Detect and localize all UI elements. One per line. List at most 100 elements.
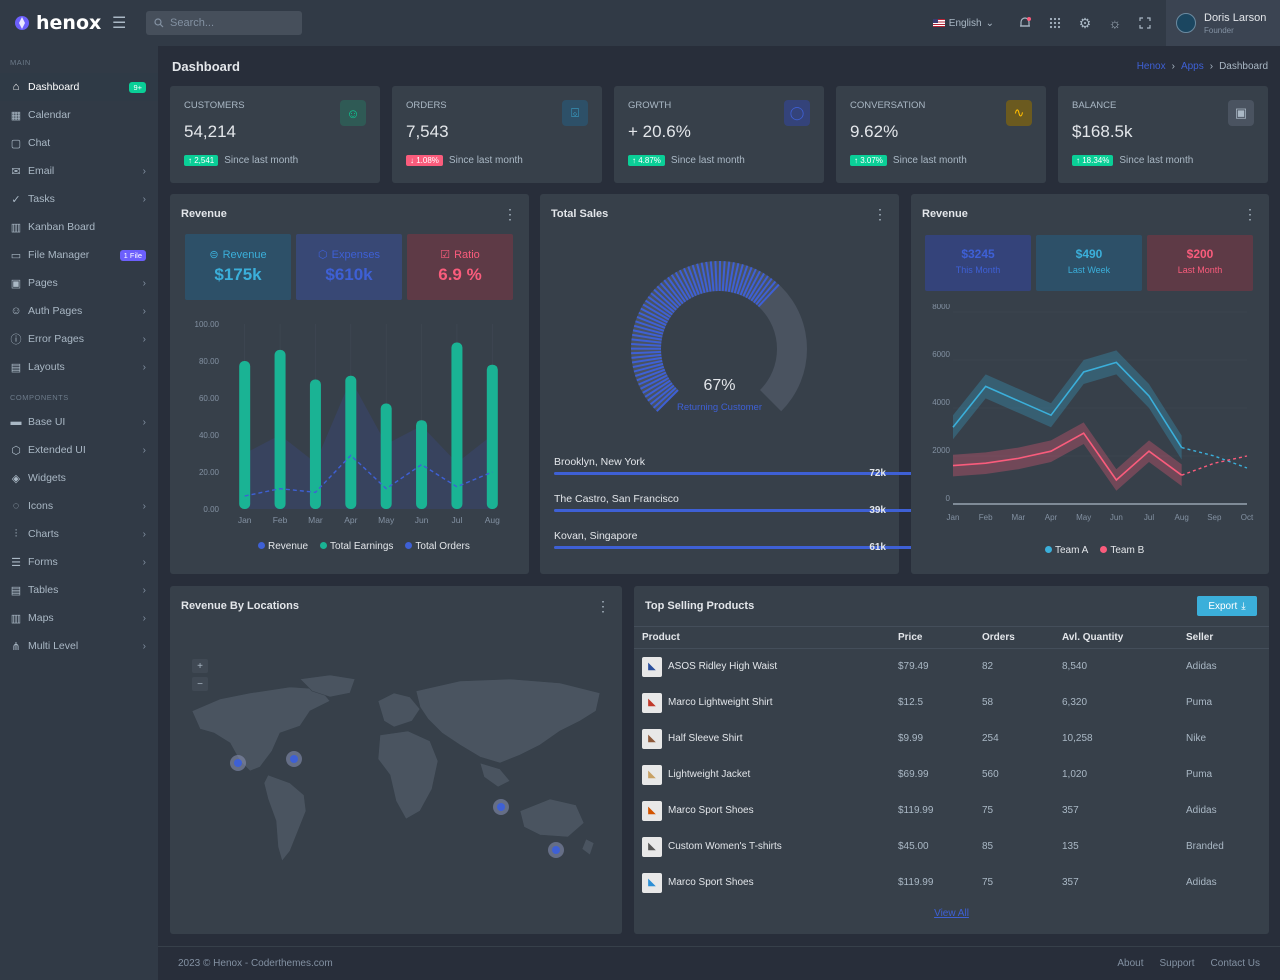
- sidebar-item-charts[interactable]: ⫶ Charts ›: [0, 520, 158, 548]
- table-header[interactable]: Seller: [1178, 626, 1269, 649]
- sidebar-item-calendar[interactable]: ▦ Calendar: [0, 101, 158, 129]
- earnings-bar[interactable]: [380, 403, 392, 509]
- apps-grid-icon[interactable]: [1040, 0, 1070, 46]
- more-options-icon[interactable]: ⋮: [1243, 206, 1257, 222]
- sidebar-item-icons[interactable]: ◌ Icons ›: [0, 492, 158, 520]
- location-name: Kovan, Singapore: [554, 530, 638, 542]
- world-map[interactable]: [180, 671, 620, 881]
- sidebar-item-tables[interactable]: ▤ Tables ›: [0, 576, 158, 604]
- sidebar-item-error-pages[interactable]: ⓘ Error Pages ›: [0, 325, 158, 353]
- chevron-right-icon: ›: [142, 361, 146, 373]
- sidebar-item-pages[interactable]: ▣ Pages ›: [0, 269, 158, 297]
- sidebar-item-auth-pages[interactable]: ☺ Auth Pages ›: [0, 297, 158, 325]
- stat-label: CONVERSATION: [850, 100, 926, 111]
- sidebar-item-file-manager[interactable]: ▭ File Manager 1 File: [0, 241, 158, 269]
- earnings-bar[interactable]: [345, 375, 357, 509]
- earnings-bar[interactable]: [309, 379, 321, 510]
- pages-icon: ▣: [10, 277, 22, 290]
- search-input[interactable]: Search...: [146, 11, 302, 35]
- language-label: English: [948, 17, 982, 29]
- sidebar-item-kanban-board[interactable]: ▥ Kanban Board: [0, 213, 158, 241]
- y-tick-label: 0: [946, 494, 951, 503]
- language-select[interactable]: English ⌄: [932, 17, 994, 29]
- fullscreen-icon[interactable]: [1130, 0, 1160, 46]
- sidebar-item-email[interactable]: ✉ Email ›: [0, 157, 158, 185]
- x-tick-label: May: [378, 515, 395, 525]
- sidebar-item-multi-level[interactable]: ⋔ Multi Level ›: [0, 632, 158, 660]
- widgets-icon: ◈: [11, 472, 21, 485]
- stat-value: 54,214: [184, 122, 236, 141]
- table-header[interactable]: Orders: [974, 626, 1054, 649]
- legend-item-team-a[interactable]: Team A: [1045, 545, 1088, 556]
- more-options-icon[interactable]: ⋮: [596, 598, 610, 614]
- settings-gear-icon[interactable]: ⚙: [1078, 14, 1092, 31]
- table-header[interactable]: Product: [634, 626, 890, 649]
- sidebar-item-extended-ui[interactable]: ⬡ Extended UI ›: [0, 436, 158, 464]
- chevron-right-icon: ›: [142, 416, 146, 428]
- zoom-in-button[interactable]: +: [192, 659, 208, 673]
- sidebar-item-forms[interactable]: ☰ Forms ›: [0, 548, 158, 576]
- table-cell: Puma: [1186, 769, 1213, 780]
- more-options-icon[interactable]: ⋮: [873, 206, 887, 222]
- x-tick-label: Sep: [1207, 513, 1222, 522]
- x-tick-label: Jan: [947, 513, 960, 522]
- table-row[interactable]: ◣ Marco Sport Shoes $119.99 75 357 Adidas: [634, 865, 1269, 901]
- sidebar-item-label: Forms: [28, 556, 58, 568]
- brand-logo[interactable]: henox: [0, 12, 158, 34]
- menu-toggle-icon[interactable]: ☰: [112, 15, 127, 32]
- earnings-bar[interactable]: [239, 361, 251, 509]
- sidebar-item-tasks[interactable]: ✓ Tasks ›: [0, 185, 158, 213]
- footer-link-about[interactable]: About: [1117, 958, 1144, 969]
- x-tick-label: Aug: [485, 515, 500, 525]
- export-button[interactable]: Export ⤓: [1197, 596, 1257, 616]
- table-row[interactable]: ◣ Lightweight Jacket $69.99 560 1,020 Puma: [634, 757, 1269, 793]
- footer-link-support[interactable]: Support: [1159, 958, 1195, 969]
- search-placeholder: Search...: [170, 17, 215, 29]
- sidebar-item-dashboard[interactable]: ⌂ Dashboard 9+: [0, 73, 158, 101]
- notification-bell-icon[interactable]: [1010, 0, 1040, 46]
- ratio-box-label: Ratio: [454, 248, 480, 261]
- calendar-icon: ▦: [10, 109, 22, 122]
- earnings-bar[interactable]: [416, 420, 428, 509]
- legend-item-team-b[interactable]: Team B: [1100, 545, 1144, 556]
- sidebar-item-base-ui[interactable]: ▬ Base UI ›: [0, 408, 158, 436]
- gauge-fill-segment: [714, 261, 718, 292]
- breadcrumb-henox[interactable]: Henox: [1136, 61, 1166, 72]
- gauge-fill-segment: [670, 274, 689, 301]
- chevron-down-icon: ⌄: [985, 17, 994, 29]
- table-cell: 82: [982, 661, 994, 673]
- gauge-fill-segment: [700, 262, 709, 293]
- sidebar-item-chat[interactable]: ▢ Chat: [0, 129, 158, 157]
- view-all-link[interactable]: View All: [934, 908, 969, 919]
- earnings-bar[interactable]: [274, 349, 286, 509]
- revenue-box-value: $175k: [214, 265, 262, 284]
- table-cell: 75: [982, 877, 994, 888]
- chevron-right-icon: ›: [142, 584, 146, 596]
- table-row[interactable]: ◣ Half Sleeve Shirt $9.99 254 10,258 Nike: [634, 721, 1269, 757]
- legend-item-total-orders[interactable]: Total Orders: [405, 541, 470, 552]
- earnings-bar[interactable]: [451, 342, 463, 510]
- table-row[interactable]: ◣ Custom Women's T-shirts $45.00 85 135 Brand…: [634, 829, 1269, 865]
- earnings-bar[interactable]: [486, 364, 498, 509]
- theme-sun-icon[interactable]: ☼: [1108, 15, 1122, 31]
- table-header[interactable]: Price: [890, 626, 974, 649]
- zoom-out-button[interactable]: −: [192, 677, 208, 691]
- sidebar-item-widgets[interactable]: ◈ Widgets: [0, 464, 158, 492]
- footer-link-contact[interactable]: Contact Us: [1210, 958, 1260, 969]
- sidebar-item-label: Extended UI: [28, 444, 86, 456]
- x-tick-label: Oct: [1241, 513, 1254, 522]
- breadcrumb-apps[interactable]: Apps: [1180, 61, 1204, 72]
- more-options-icon[interactable]: ⋮: [503, 206, 517, 222]
- table-header[interactable]: Avl. Quantity: [1054, 626, 1178, 649]
- table-row[interactable]: ◣ Marco Sport Shoes $119.99 75 357 Adidas: [634, 793, 1269, 829]
- chat-icon: ▢: [10, 137, 22, 150]
- sidebar-item-maps[interactable]: ▥ Maps ›: [0, 604, 158, 632]
- table-row[interactable]: ◣ ASOS Ridley High Waist $79.49 82 8,540 Adid…: [634, 649, 1269, 685]
- user-profile-menu[interactable]: Doris Larson Founder: [1166, 0, 1280, 46]
- gauge-fill-segment: [640, 307, 668, 324]
- team-revenue-title: Revenue: [922, 208, 968, 220]
- legend-item-revenue[interactable]: Revenue: [258, 541, 308, 552]
- sidebar-item-layouts[interactable]: ▤ Layouts ›: [0, 353, 158, 381]
- legend-item-total-earnings[interactable]: Total Earnings: [320, 541, 393, 552]
- table-row[interactable]: ◣ Marco Lightweight Shirt $12.5 58 6,320 Puma: [634, 685, 1269, 721]
